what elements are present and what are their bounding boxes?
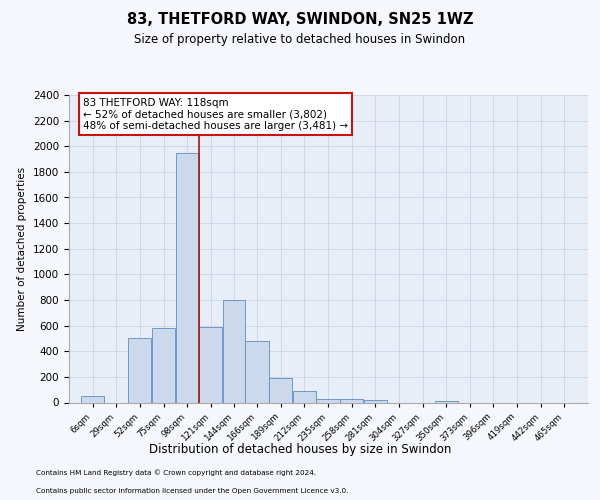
Bar <box>269 378 292 402</box>
Text: Contains public sector information licensed under the Open Government Licence v3: Contains public sector information licen… <box>36 488 349 494</box>
Text: 83, THETFORD WAY, SWINDON, SN25 1WZ: 83, THETFORD WAY, SWINDON, SN25 1WZ <box>127 12 473 28</box>
Bar <box>81 396 104 402</box>
Bar <box>434 401 458 402</box>
Bar <box>245 341 269 402</box>
Bar <box>340 398 363 402</box>
Y-axis label: Number of detached properties: Number of detached properties <box>17 166 28 331</box>
Bar <box>152 328 175 402</box>
Text: Contains HM Land Registry data © Crown copyright and database right 2024.: Contains HM Land Registry data © Crown c… <box>36 470 316 476</box>
Text: Size of property relative to detached houses in Swindon: Size of property relative to detached ho… <box>134 32 466 46</box>
Text: Distribution of detached houses by size in Swindon: Distribution of detached houses by size … <box>149 442 451 456</box>
Bar <box>128 338 151 402</box>
Text: 83 THETFORD WAY: 118sqm
← 52% of detached houses are smaller (3,802)
48% of semi: 83 THETFORD WAY: 118sqm ← 52% of detache… <box>83 98 348 131</box>
Bar <box>176 152 199 402</box>
Bar <box>316 398 340 402</box>
Bar <box>199 327 223 402</box>
Bar <box>364 400 387 402</box>
Bar <box>223 300 245 402</box>
Bar <box>293 391 316 402</box>
